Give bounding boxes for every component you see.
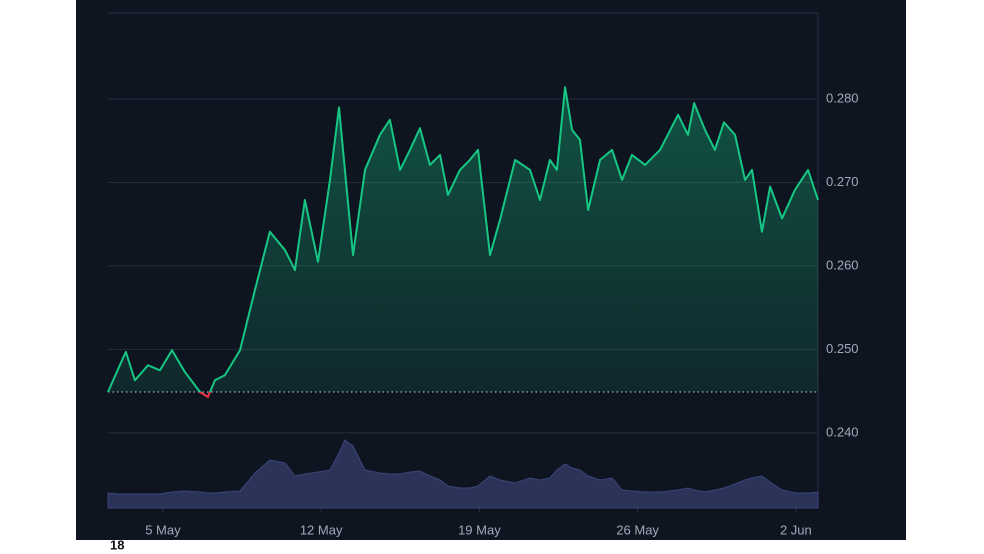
x-tick-label: 2 Jun <box>780 522 812 537</box>
y-tick-label: 0.270 <box>826 174 859 189</box>
y-tick-label: 0.250 <box>826 341 859 356</box>
x-tick-label: 12 May <box>300 522 343 537</box>
price-line <box>107 86 819 392</box>
volume-area <box>107 439 819 509</box>
x-tick-label: 19 May <box>458 522 501 537</box>
y-tick-label: 0.240 <box>826 424 859 439</box>
x-tick-label: 5 May <box>145 522 181 537</box>
y-tick-label: 0.260 <box>826 257 859 272</box>
price-area <box>108 87 818 392</box>
y-tick-label: 0.280 <box>826 90 859 105</box>
footnote: 18 <box>110 537 124 552</box>
x-tick-label: 26 May <box>616 522 659 537</box>
